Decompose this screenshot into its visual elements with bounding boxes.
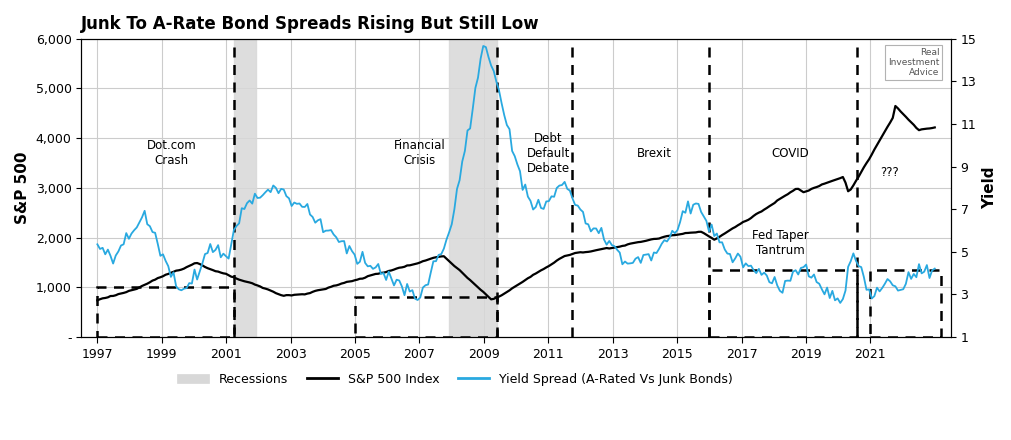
Text: Real
Investment
Advice: Real Investment Advice <box>888 48 938 77</box>
Bar <box>234 39 256 337</box>
Bar <box>97 287 234 337</box>
Text: Debt
Default
Debate: Debt Default Debate <box>526 132 569 175</box>
Bar <box>869 270 940 337</box>
Bar <box>449 39 496 337</box>
Y-axis label: Yield: Yield <box>981 167 996 209</box>
Text: Brexit: Brexit <box>636 147 671 160</box>
Text: Fed Taper
Tantrum: Fed Taper Tantrum <box>751 229 808 257</box>
Text: COVID: COVID <box>770 147 808 160</box>
Legend: Recessions, S&P 500 Index, Yield Spread (A-Rated Vs Junk Bonds): Recessions, S&P 500 Index, Yield Spread … <box>172 367 737 391</box>
Text: ???: ??? <box>880 166 898 180</box>
Bar <box>709 270 856 337</box>
Text: Junk To A-Rate Bond Spreads Rising But Still Low: Junk To A-Rate Bond Spreads Rising But S… <box>81 15 540 33</box>
Text: Financial
Crisis: Financial Crisis <box>393 139 445 167</box>
Y-axis label: S&P 500: S&P 500 <box>15 152 30 224</box>
Bar <box>355 297 496 337</box>
Text: Dot.com
Crash: Dot.com Crash <box>147 139 196 167</box>
